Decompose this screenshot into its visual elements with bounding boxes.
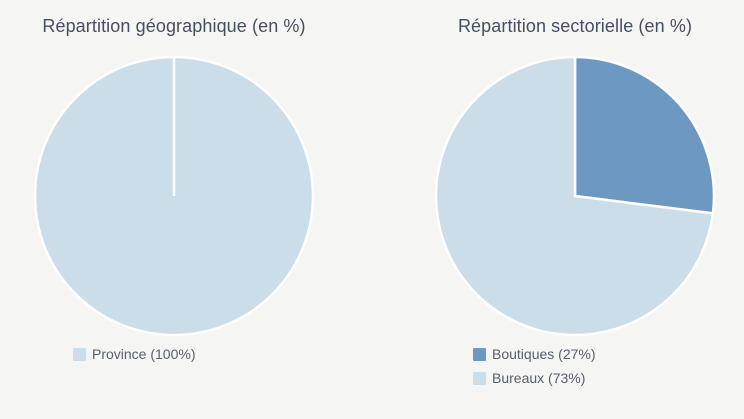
pie-slice-bureaux	[434, 55, 715, 337]
legend: Province (100%)	[73, 346, 196, 370]
legend-swatch	[473, 372, 486, 385]
chart-geographic-distribution: Répartition géographique (en %) Province…	[33, 16, 315, 370]
legend-label: Province (100%)	[92, 346, 196, 362]
pie-chart-geographic	[33, 55, 315, 337]
chart-sector-distribution: Répartition sectorielle (en %) Boutiques…	[372, 0, 744, 419]
legend-swatch	[73, 348, 86, 361]
legend-item-boutiques[interactable]: Boutiques (27%)	[473, 346, 596, 363]
chart-title: Répartition géographique (en %)	[42, 16, 306, 36]
legend-label: Boutiques (27%)	[492, 346, 596, 362]
legend-item-bureaux[interactable]: Bureaux (73%)	[473, 370, 596, 387]
legend-label: Bureaux (73%)	[492, 370, 586, 386]
chart-title: Répartition sectorielle (en %)	[457, 16, 693, 36]
legend-swatch	[473, 348, 486, 361]
legend: Boutiques (27%) Bureaux (73%)	[473, 346, 596, 394]
pie-chart-sector	[434, 55, 716, 337]
pie-slice-boutiques	[573, 55, 716, 215]
legend-item-province[interactable]: Province (100%)	[73, 346, 196, 363]
